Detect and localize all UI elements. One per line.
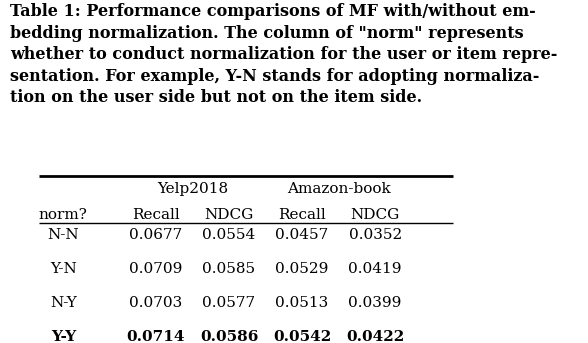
Text: N-Y: N-Y bbox=[50, 296, 76, 310]
Text: NDCG: NDCG bbox=[350, 208, 400, 222]
Text: norm?: norm? bbox=[39, 208, 88, 222]
Text: 0.0399: 0.0399 bbox=[349, 296, 402, 310]
Text: Yelp2018: Yelp2018 bbox=[157, 182, 228, 196]
Text: Recall: Recall bbox=[278, 208, 326, 222]
Text: 0.0457: 0.0457 bbox=[275, 227, 329, 241]
Text: 0.0577: 0.0577 bbox=[202, 296, 256, 310]
Text: 0.0529: 0.0529 bbox=[275, 262, 329, 276]
Text: 0.0513: 0.0513 bbox=[275, 296, 329, 310]
Text: 0.0554: 0.0554 bbox=[202, 227, 256, 241]
Text: Y-Y: Y-Y bbox=[51, 330, 76, 343]
Text: Recall: Recall bbox=[132, 208, 180, 222]
Text: 0.0352: 0.0352 bbox=[349, 227, 402, 241]
Text: 0.0677: 0.0677 bbox=[129, 227, 182, 241]
Text: Table 1: Performance comparisons of MF with/without em-
bedding normalization. T: Table 1: Performance comparisons of MF w… bbox=[10, 3, 557, 106]
Text: Amazon-book: Amazon-book bbox=[287, 182, 390, 196]
Text: N-N: N-N bbox=[48, 227, 79, 241]
Text: 0.0586: 0.0586 bbox=[200, 330, 258, 343]
Text: 0.0709: 0.0709 bbox=[129, 262, 183, 276]
Text: 0.0419: 0.0419 bbox=[349, 262, 402, 276]
Text: Y-N: Y-N bbox=[50, 262, 76, 276]
Text: 0.0542: 0.0542 bbox=[273, 330, 331, 343]
Text: NDCG: NDCG bbox=[204, 208, 253, 222]
Text: 0.0585: 0.0585 bbox=[202, 262, 256, 276]
Text: 0.0422: 0.0422 bbox=[346, 330, 405, 343]
Text: 0.0703: 0.0703 bbox=[129, 296, 182, 310]
Text: 0.0714: 0.0714 bbox=[126, 330, 185, 343]
